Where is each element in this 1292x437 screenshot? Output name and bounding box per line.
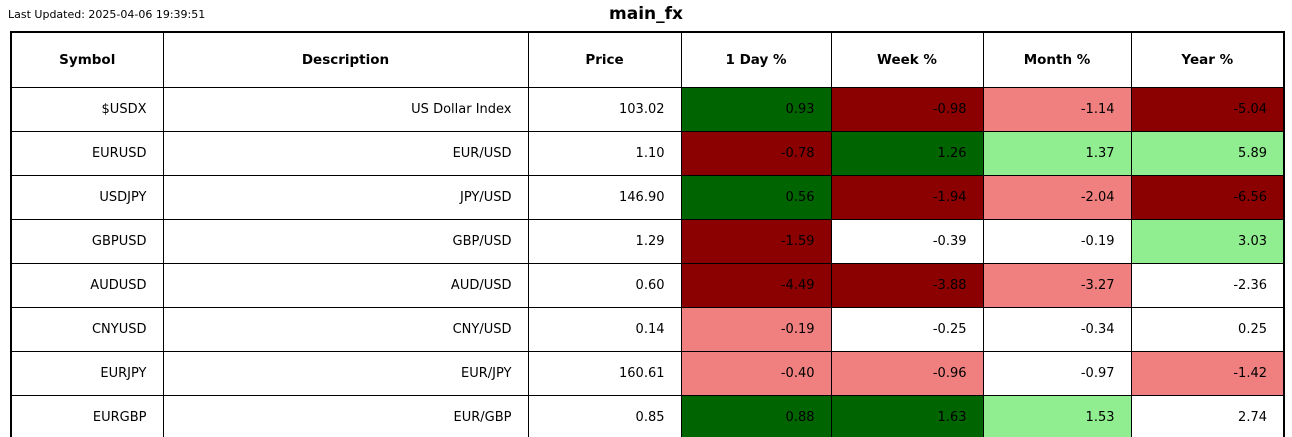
- cell-week-pct: -0.39: [830, 219, 984, 264]
- cell-year-pct: -1.42: [1130, 351, 1285, 396]
- cell-day-pct: -0.40: [680, 351, 832, 396]
- cell-price: 1.10: [527, 131, 682, 176]
- cell-description: AUD/USD: [162, 263, 529, 308]
- cell-symbol: EURUSD: [10, 131, 164, 176]
- fx-table: Symbol Description Price 1 Day % Week % …: [10, 31, 1285, 437]
- cell-year-pct: -5.04: [1130, 87, 1285, 132]
- col-header-description: Description: [162, 31, 529, 88]
- cell-price: 160.61: [527, 351, 682, 396]
- cell-week-pct: -0.25: [830, 307, 984, 352]
- table-row: EURGBP EUR/GBP 0.85 0.88 1.63 1.53 2.74: [10, 395, 1285, 437]
- cell-month-pct: -0.97: [982, 351, 1132, 396]
- cell-day-pct: 0.88: [680, 395, 832, 437]
- table-row: USDJPY JPY/USD 146.90 0.56 -1.94 -2.04 -6.56: [10, 175, 1285, 220]
- cell-month-pct: -2.04: [982, 175, 1132, 220]
- cell-day-pct: 0.56: [680, 175, 832, 220]
- cell-description: EUR/USD: [162, 131, 529, 176]
- col-header-day-pct: 1 Day %: [680, 31, 832, 88]
- cell-year-pct: 5.89: [1130, 131, 1285, 176]
- col-header-year-pct: Year %: [1130, 31, 1285, 88]
- cell-description: GBP/USD: [162, 219, 529, 264]
- cell-week-pct: -3.88: [830, 263, 984, 308]
- cell-week-pct: 1.63: [830, 395, 984, 437]
- table-row: $USDX US Dollar Index 103.02 0.93 -0.98 -1.14…: [10, 87, 1285, 132]
- last-updated-label: Last Updated: 2025-04-06 19:39:51: [8, 8, 206, 21]
- cell-day-pct: -0.78: [680, 131, 832, 176]
- header-row: Symbol Description Price 1 Day % Week % …: [10, 31, 1285, 88]
- cell-symbol: $USDX: [10, 87, 164, 132]
- cell-week-pct: -0.96: [830, 351, 984, 396]
- cell-month-pct: -0.19: [982, 219, 1132, 264]
- cell-day-pct: -4.49: [680, 263, 832, 308]
- cell-week-pct: -1.94: [830, 175, 984, 220]
- cell-price: 0.60: [527, 263, 682, 308]
- cell-day-pct: -1.59: [680, 219, 832, 264]
- col-header-price: Price: [527, 31, 682, 88]
- table-body: $USDX US Dollar Index 103.02 0.93 -0.98 -1.14…: [10, 87, 1285, 437]
- table-row: CNYUSD CNY/USD 0.14 -0.19 -0.25 -0.34 0.25: [10, 307, 1285, 352]
- cell-day-pct: 0.93: [680, 87, 832, 132]
- page-title: main_fx: [609, 4, 683, 24]
- cell-month-pct: -1.14: [982, 87, 1132, 132]
- cell-description: EUR/JPY: [162, 351, 529, 396]
- cell-year-pct: 0.25: [1130, 307, 1285, 352]
- cell-price: 1.29: [527, 219, 682, 264]
- cell-week-pct: -0.98: [830, 87, 984, 132]
- topbar: Last Updated: 2025-04-06 19:39:51 main_f…: [0, 0, 1292, 30]
- cell-symbol: AUDUSD: [10, 263, 164, 308]
- cell-price: 0.14: [527, 307, 682, 352]
- cell-symbol: EURJPY: [10, 351, 164, 396]
- cell-day-pct: -0.19: [680, 307, 832, 352]
- cell-year-pct: 3.03: [1130, 219, 1285, 264]
- cell-month-pct: 1.53: [982, 395, 1132, 437]
- cell-price: 146.90: [527, 175, 682, 220]
- cell-description: JPY/USD: [162, 175, 529, 220]
- cell-year-pct: -2.36: [1130, 263, 1285, 308]
- cell-description: US Dollar Index: [162, 87, 529, 132]
- cell-week-pct: 1.26: [830, 131, 984, 176]
- cell-year-pct: 2.74: [1130, 395, 1285, 437]
- cell-price: 0.85: [527, 395, 682, 437]
- table-row: EURUSD EUR/USD 1.10 -0.78 1.26 1.37 5.89: [10, 131, 1285, 176]
- cell-month-pct: 1.37: [982, 131, 1132, 176]
- table-row: AUDUSD AUD/USD 0.60 -4.49 -3.88 -3.27 -2.36: [10, 263, 1285, 308]
- cell-month-pct: -3.27: [982, 263, 1132, 308]
- table-row: EURJPY EUR/JPY 160.61 -0.40 -0.96 -0.97 -1.42: [10, 351, 1285, 396]
- col-header-symbol: Symbol: [10, 31, 164, 88]
- cell-description: CNY/USD: [162, 307, 529, 352]
- col-header-week-pct: Week %: [830, 31, 984, 88]
- cell-year-pct: -6.56: [1130, 175, 1285, 220]
- cell-symbol: EURGBP: [10, 395, 164, 437]
- cell-price: 103.02: [527, 87, 682, 132]
- cell-month-pct: -0.34: [982, 307, 1132, 352]
- cell-description: EUR/GBP: [162, 395, 529, 437]
- cell-symbol: USDJPY: [10, 175, 164, 220]
- table-row: GBPUSD GBP/USD 1.29 -1.59 -0.39 -0.19 3.03: [10, 219, 1285, 264]
- cell-symbol: GBPUSD: [10, 219, 164, 264]
- col-header-month-pct: Month %: [982, 31, 1132, 88]
- cell-symbol: CNYUSD: [10, 307, 164, 352]
